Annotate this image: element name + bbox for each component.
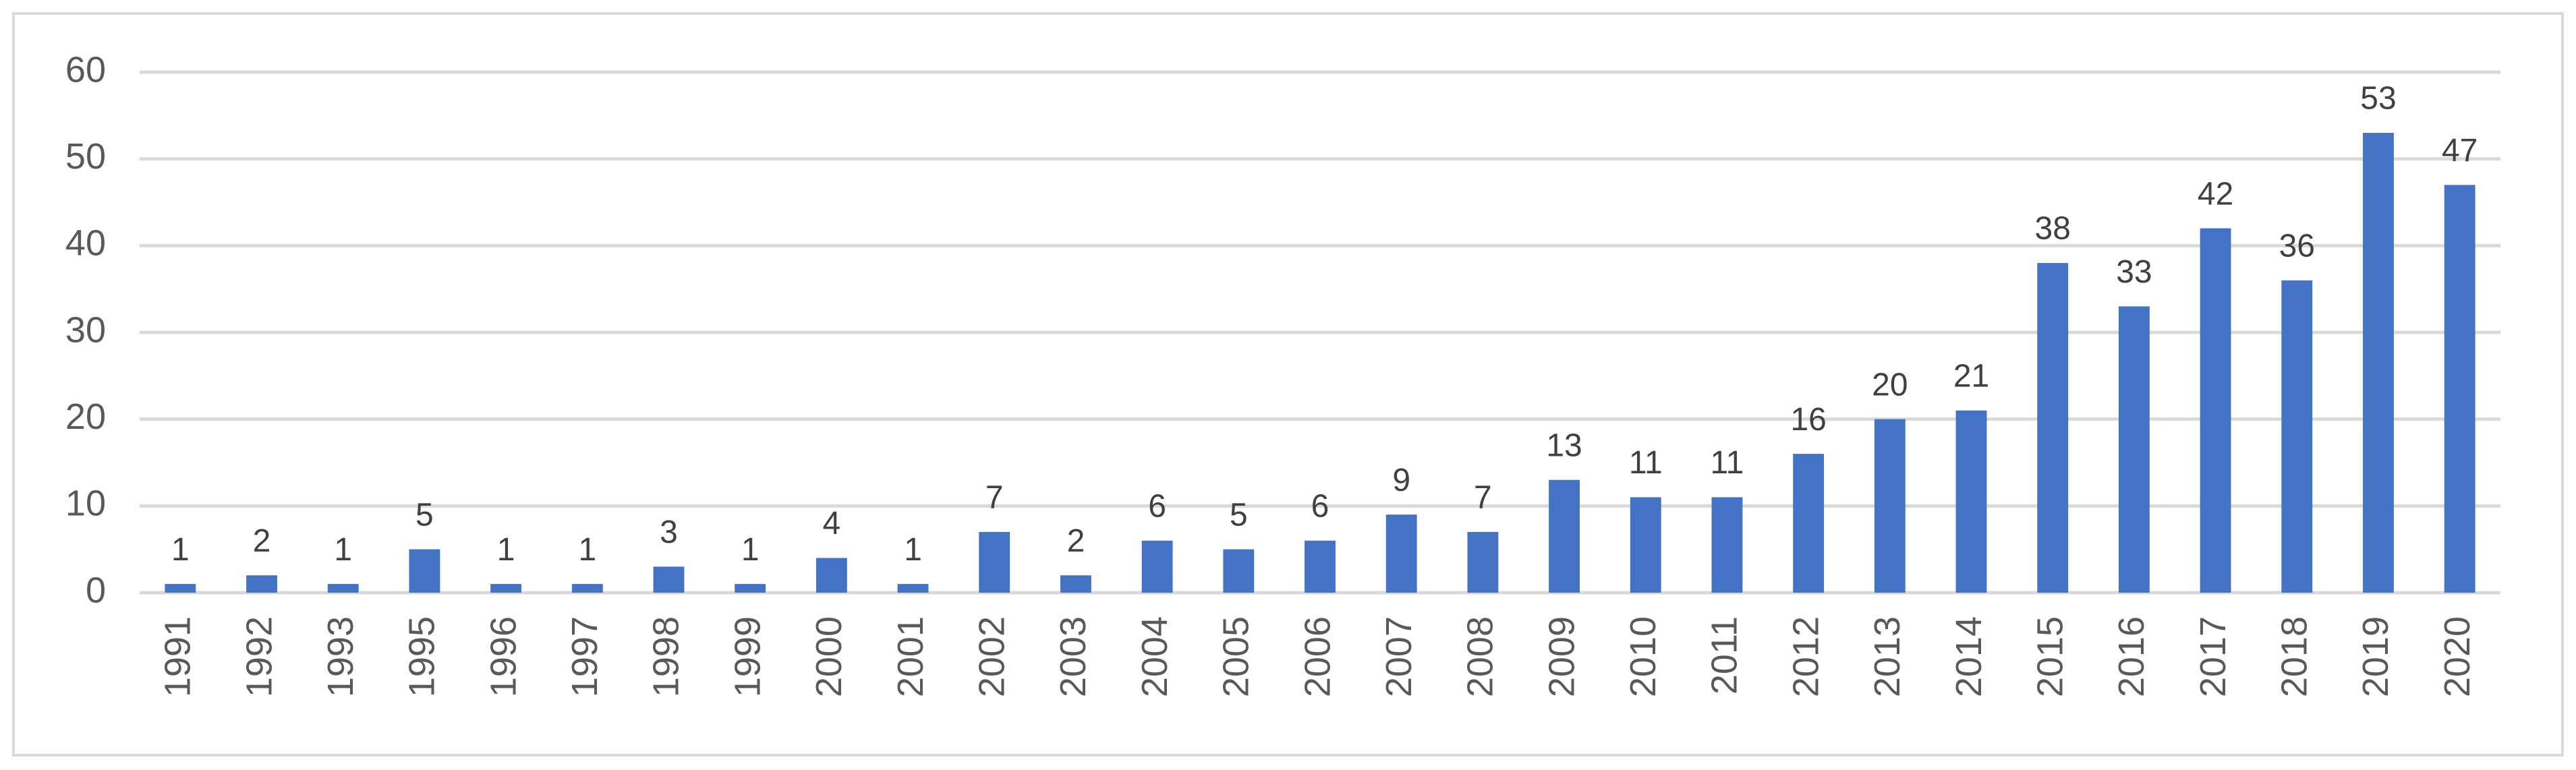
bar <box>2363 133 2394 593</box>
data-label: 21 <box>1953 358 1989 394</box>
bar <box>571 584 603 593</box>
x-tick-label: 1999 <box>727 616 768 697</box>
bar <box>1711 497 1743 593</box>
y-tick-label: 60 <box>65 49 106 90</box>
bar <box>409 549 440 593</box>
x-tick-label: 2007 <box>1379 616 1419 697</box>
bar <box>1385 514 1417 593</box>
x-tick-label: 2004 <box>1135 616 1175 697</box>
bar <box>1305 540 1336 593</box>
bar <box>246 575 277 593</box>
bar <box>2200 228 2231 593</box>
bar <box>165 584 196 593</box>
data-label: 1 <box>334 532 352 568</box>
bar <box>327 584 359 593</box>
data-label: 11 <box>1629 445 1663 481</box>
data-label: 1 <box>904 532 922 568</box>
bar <box>2118 306 2150 593</box>
y-tick-label: 40 <box>65 223 106 264</box>
x-tick-label: 2003 <box>1053 616 1093 697</box>
bar <box>2037 263 2069 593</box>
x-tick-label: 1998 <box>646 616 687 697</box>
bar <box>1467 531 1499 593</box>
data-label: 33 <box>2116 254 2152 290</box>
chart-border <box>12 12 2564 757</box>
x-tick-label: 2012 <box>1785 616 1826 697</box>
x-tick-label: 1993 <box>320 616 361 697</box>
bar <box>1955 410 1987 593</box>
data-label: 38 <box>2035 211 2071 247</box>
x-tick-label: 2002 <box>972 616 1012 697</box>
bar <box>897 584 929 593</box>
y-tick-label: 0 <box>86 570 106 610</box>
data-label: 20 <box>1872 367 1908 403</box>
data-label: 53 <box>2360 81 2396 117</box>
data-label: 2 <box>253 523 271 559</box>
data-label: 36 <box>2279 228 2315 264</box>
data-label: 7 <box>1474 480 1492 516</box>
data-label: 2 <box>1067 523 1085 559</box>
data-label: 4 <box>823 506 841 541</box>
data-label: 42 <box>2198 176 2233 212</box>
x-tick-label: 2017 <box>2193 616 2233 697</box>
data-label: 13 <box>1546 427 1582 463</box>
data-label: 6 <box>1311 488 1329 524</box>
bar <box>1630 497 1661 593</box>
bar <box>1549 479 1580 593</box>
data-label: 1 <box>741 532 760 568</box>
data-label: 5 <box>416 497 434 533</box>
bar <box>979 531 1010 593</box>
x-tick-label: 2011 <box>1705 616 1745 694</box>
bar <box>1141 540 1173 593</box>
bar <box>1793 454 1825 593</box>
bar <box>815 558 847 593</box>
data-label: 1 <box>497 532 515 568</box>
data-label: 16 <box>1790 402 1826 438</box>
bar <box>1874 419 1906 593</box>
x-tick-label: 2019 <box>2355 616 2396 697</box>
data-label: 3 <box>660 514 678 550</box>
data-label: 6 <box>1148 488 1166 524</box>
data-label: 1 <box>171 532 190 568</box>
data-label: 9 <box>1392 463 1410 498</box>
data-label: 1 <box>578 532 596 568</box>
y-tick-label: 50 <box>65 136 106 177</box>
x-tick-label: 2010 <box>1623 616 1663 697</box>
x-tick-label: 2014 <box>1949 616 1989 697</box>
x-tick-label: 2006 <box>1297 616 1338 697</box>
x-tick-label: 1991 <box>158 616 198 697</box>
bar <box>653 566 685 593</box>
data-label: 47 <box>2442 133 2478 169</box>
x-tick-label: 2005 <box>1216 616 1257 697</box>
bar <box>735 584 766 593</box>
x-tick-label: 1997 <box>565 616 605 697</box>
data-label: 11 <box>1711 445 1744 481</box>
bar <box>490 584 522 593</box>
bar <box>2444 185 2475 593</box>
y-tick-label: 20 <box>65 396 106 437</box>
bar <box>2281 280 2313 593</box>
x-tick-label: 2000 <box>809 616 849 697</box>
x-tick-label: 2016 <box>2111 616 2152 697</box>
x-tick-label: 2008 <box>1460 616 1501 697</box>
x-tick-label: 2015 <box>2030 616 2070 697</box>
x-tick-label: 2020 <box>2437 616 2478 697</box>
data-label: 5 <box>1230 497 1248 533</box>
bar <box>1223 549 1255 593</box>
x-tick-label: 2001 <box>890 616 931 697</box>
x-tick-label: 1992 <box>239 616 279 697</box>
y-tick-label: 30 <box>65 309 106 350</box>
x-tick-label: 2018 <box>2274 616 2315 697</box>
x-tick-label: 2013 <box>1867 616 1908 697</box>
x-tick-label: 1996 <box>483 616 523 697</box>
x-tick-label: 1995 <box>402 616 442 697</box>
data-label: 7 <box>985 480 1004 516</box>
x-tick-label: 2009 <box>1541 616 1582 697</box>
y-tick-label: 10 <box>65 483 106 524</box>
bar <box>1060 575 1091 593</box>
